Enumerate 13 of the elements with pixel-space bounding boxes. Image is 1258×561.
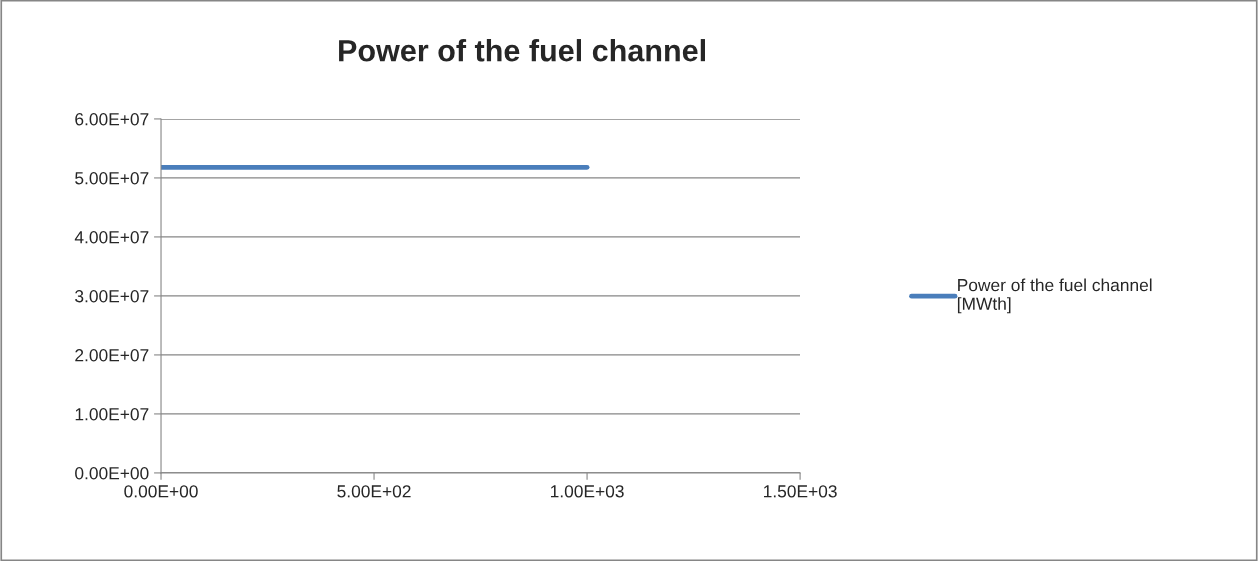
x-tick-label: 1.50E+03 (764, 485, 837, 498)
x-tick-label: 1.00E+03 (550, 485, 624, 498)
y-tick-label: 2.00E+07 (75, 349, 149, 362)
chart-title: Power of the fuel channel (339, 39, 705, 62)
x-tick-label: 5.00E+02 (337, 485, 411, 498)
y-tick-label: 6.00E+07 (75, 113, 149, 126)
x-tick-label: 0.00E+00 (124, 485, 198, 498)
y-tick-label: 4.00E+07 (74, 231, 149, 244)
y-tick-label: 5.00E+07 (75, 172, 149, 185)
y-tick-label: 1.00E+07 (75, 408, 149, 421)
y-tick-label: 0.00E+00 (75, 467, 149, 480)
legend-label: Power of the fuel channel [MWth] (957, 278, 1152, 314)
y-tick-label: 3.00E+07 (75, 290, 149, 303)
